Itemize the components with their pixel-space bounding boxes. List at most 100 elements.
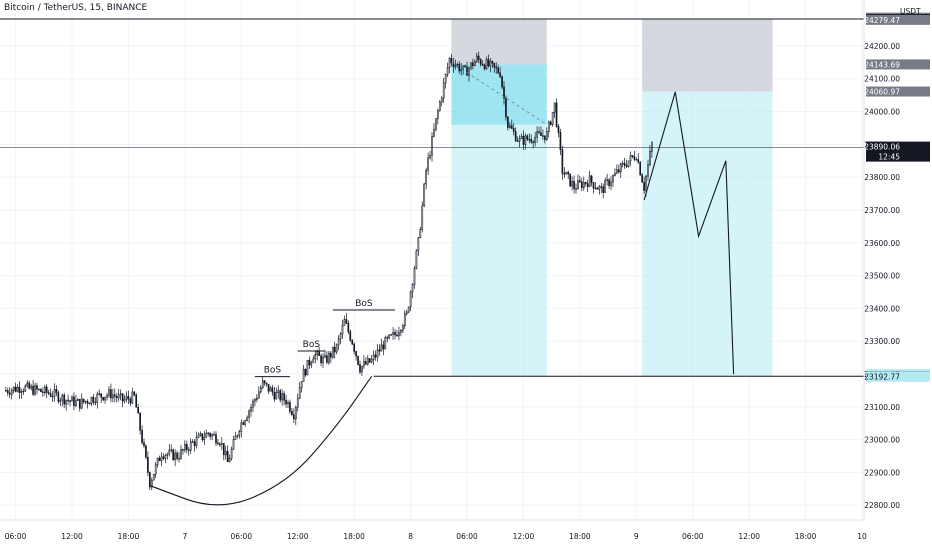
candle-body [456,63,459,66]
candle-body [518,138,521,142]
candle-body [244,420,247,425]
candle-body [545,131,548,140]
candle-body [549,121,552,125]
candle-body [341,324,344,335]
candle-body [131,391,134,404]
candle-body [314,354,317,360]
candle-body [374,354,377,358]
candle-body [96,393,99,403]
candle-body [199,433,202,436]
candle-body [407,306,410,313]
candle-body [394,332,396,336]
candle-body [180,449,182,459]
price-tick-label: 23600.00 [864,239,900,248]
candle-body [285,399,287,405]
price-tick-label: 24200.00 [864,42,900,51]
candle-body [440,97,443,103]
candle-body [610,181,612,186]
candle-body [592,182,595,189]
candle-body [108,389,110,396]
time-tick-label: 9 [634,532,639,541]
time-axis[interactable]: 06:00 12:00 18:00 7 06:00 12:00 18:00 8 06:00 12:… [0,519,867,541]
candle-body [472,62,474,67]
candle-body [269,387,272,392]
time-tick-label: 12:00 [61,532,83,541]
candle-body [409,291,412,308]
candle-body [236,435,239,437]
drawings: BoS BoS BoS [0,18,864,506]
candle-body [168,449,171,455]
candle-body [579,180,581,183]
price-axis[interactable]: 24200.0024100.0024000.0023900.0023800.00… [863,0,930,520]
candle-body [516,140,519,142]
candle-body [446,67,449,75]
candle-body [569,173,571,187]
price-label-bg [866,86,930,97]
candle-body [405,311,408,315]
candle-body [347,322,350,332]
candle-body [281,393,283,401]
candle-body [629,155,632,162]
candle-body [261,380,264,389]
candle-body [435,118,437,130]
candle-body [483,64,486,70]
candle-body [491,60,494,64]
candle-body [185,444,188,450]
position-zones [451,18,773,377]
candle-body [612,175,614,183]
candle-body [205,432,208,438]
candle-body [501,76,503,88]
candle-body [308,359,311,366]
candle-body [429,155,431,159]
candle-body [359,364,361,373]
candle-body [123,398,126,402]
candle-body [337,338,340,346]
candle-body [318,351,320,357]
candle-body [61,394,64,401]
candle-body [458,63,461,72]
candle-body [343,319,346,326]
candle-body [26,382,29,387]
candle-body [164,454,167,459]
candle-body [98,393,101,395]
candle-body [594,187,597,190]
candle-body [191,441,194,443]
candle-body [329,352,332,358]
candle-body [380,344,383,352]
candle-body [143,442,145,447]
candle-body [102,397,104,401]
candle-body [53,388,56,397]
price-tick-label: 22900.00 [864,468,900,477]
candle-body [293,414,295,420]
candle-body [532,141,535,144]
candle-body [553,102,556,113]
candle-body [160,456,163,462]
candle-body [460,68,463,72]
candle-body [267,383,270,392]
candle-body [643,181,645,191]
candle-body [581,181,583,188]
candle-body [512,128,515,132]
candle-body [466,66,468,76]
candle-body [174,452,176,461]
candle-body [324,355,326,358]
price-tick-label: 23800.00 [864,173,900,182]
candle-body [75,400,77,407]
candle-body [217,442,219,445]
candle-body [413,268,416,285]
candle-body [645,175,647,191]
candle-body [230,448,233,459]
candle-body [82,398,85,403]
candle-body [400,330,402,333]
candle-body [647,164,649,177]
candle-body [627,160,630,167]
candle-body [141,429,143,443]
candle-body [649,151,651,165]
candle-body [403,313,406,327]
candle-body [115,396,118,399]
candle-body [438,101,441,111]
candle-body [505,97,507,118]
candle-body [450,58,453,64]
